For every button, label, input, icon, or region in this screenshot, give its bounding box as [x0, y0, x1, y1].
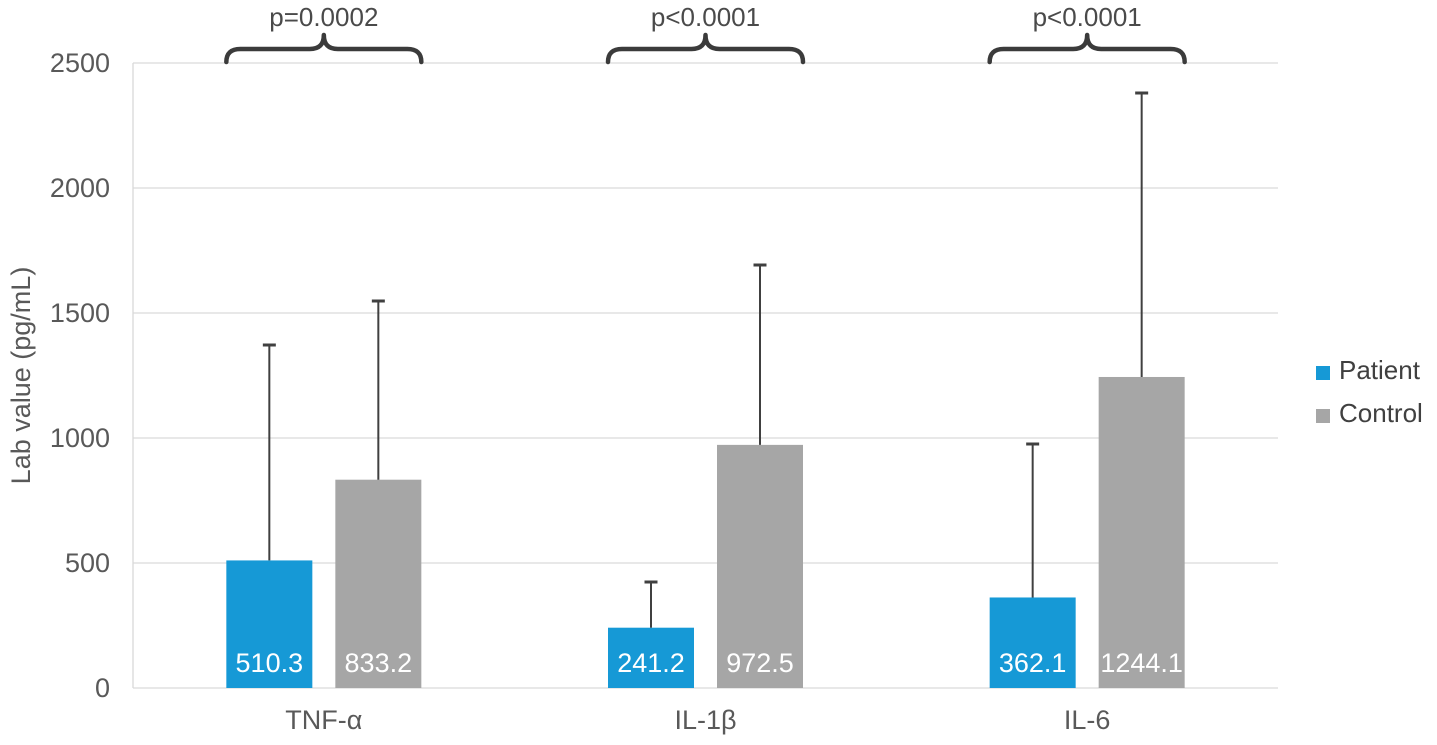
p-value-label: p<0.0001 [1033, 2, 1142, 32]
bar-control-IL-1β [717, 444, 803, 688]
bar-patient-TNF-α [226, 560, 313, 688]
bar-control-IL-6 [1098, 376, 1185, 688]
bar-value-label: 362.1 [999, 648, 1067, 678]
legend-item-patient [1316, 366, 1330, 380]
significance-brace [605, 32, 806, 65]
legend-swatch-control [1316, 409, 1330, 423]
bar-value-label: 510.3 [236, 648, 304, 678]
y-axis-tick-label: 1000 [50, 423, 110, 453]
legend-label: Patient [1339, 355, 1421, 385]
p-value-label: p<0.0001 [651, 2, 760, 32]
y-axis-tick-label: 2500 [50, 48, 110, 78]
bar-value-label: 972.5 [726, 648, 794, 678]
bar-value-label: 833.2 [345, 648, 413, 678]
y-axis-title: Lab value (pg/mL) [6, 267, 36, 485]
legend-swatch-patient [1316, 366, 1330, 380]
x-axis-category-label: IL-6 [1064, 705, 1111, 735]
y-axis-tick-label: 0 [95, 673, 110, 703]
x-axis-category-label: IL-1β [674, 705, 736, 735]
bar-value-label: 241.2 [617, 648, 685, 678]
significance-brace [224, 32, 424, 65]
bar-value-label: 1244.1 [1100, 648, 1183, 678]
y-axis-tick-label: 1500 [50, 298, 110, 328]
bar-patient-IL-1β [608, 627, 694, 688]
x-axis-category-label: TNF-α [285, 705, 362, 735]
legend-item-control [1316, 409, 1330, 423]
significance-brace [987, 32, 1187, 65]
y-axis-tick-label: 2000 [50, 173, 110, 203]
bar-patient-IL-6 [989, 597, 1076, 688]
p-value-label: p=0.0002 [269, 2, 378, 32]
legend-label: Control [1339, 398, 1423, 428]
bar-control-TNF-α [335, 479, 422, 688]
y-axis-tick-label: 500 [65, 548, 110, 578]
